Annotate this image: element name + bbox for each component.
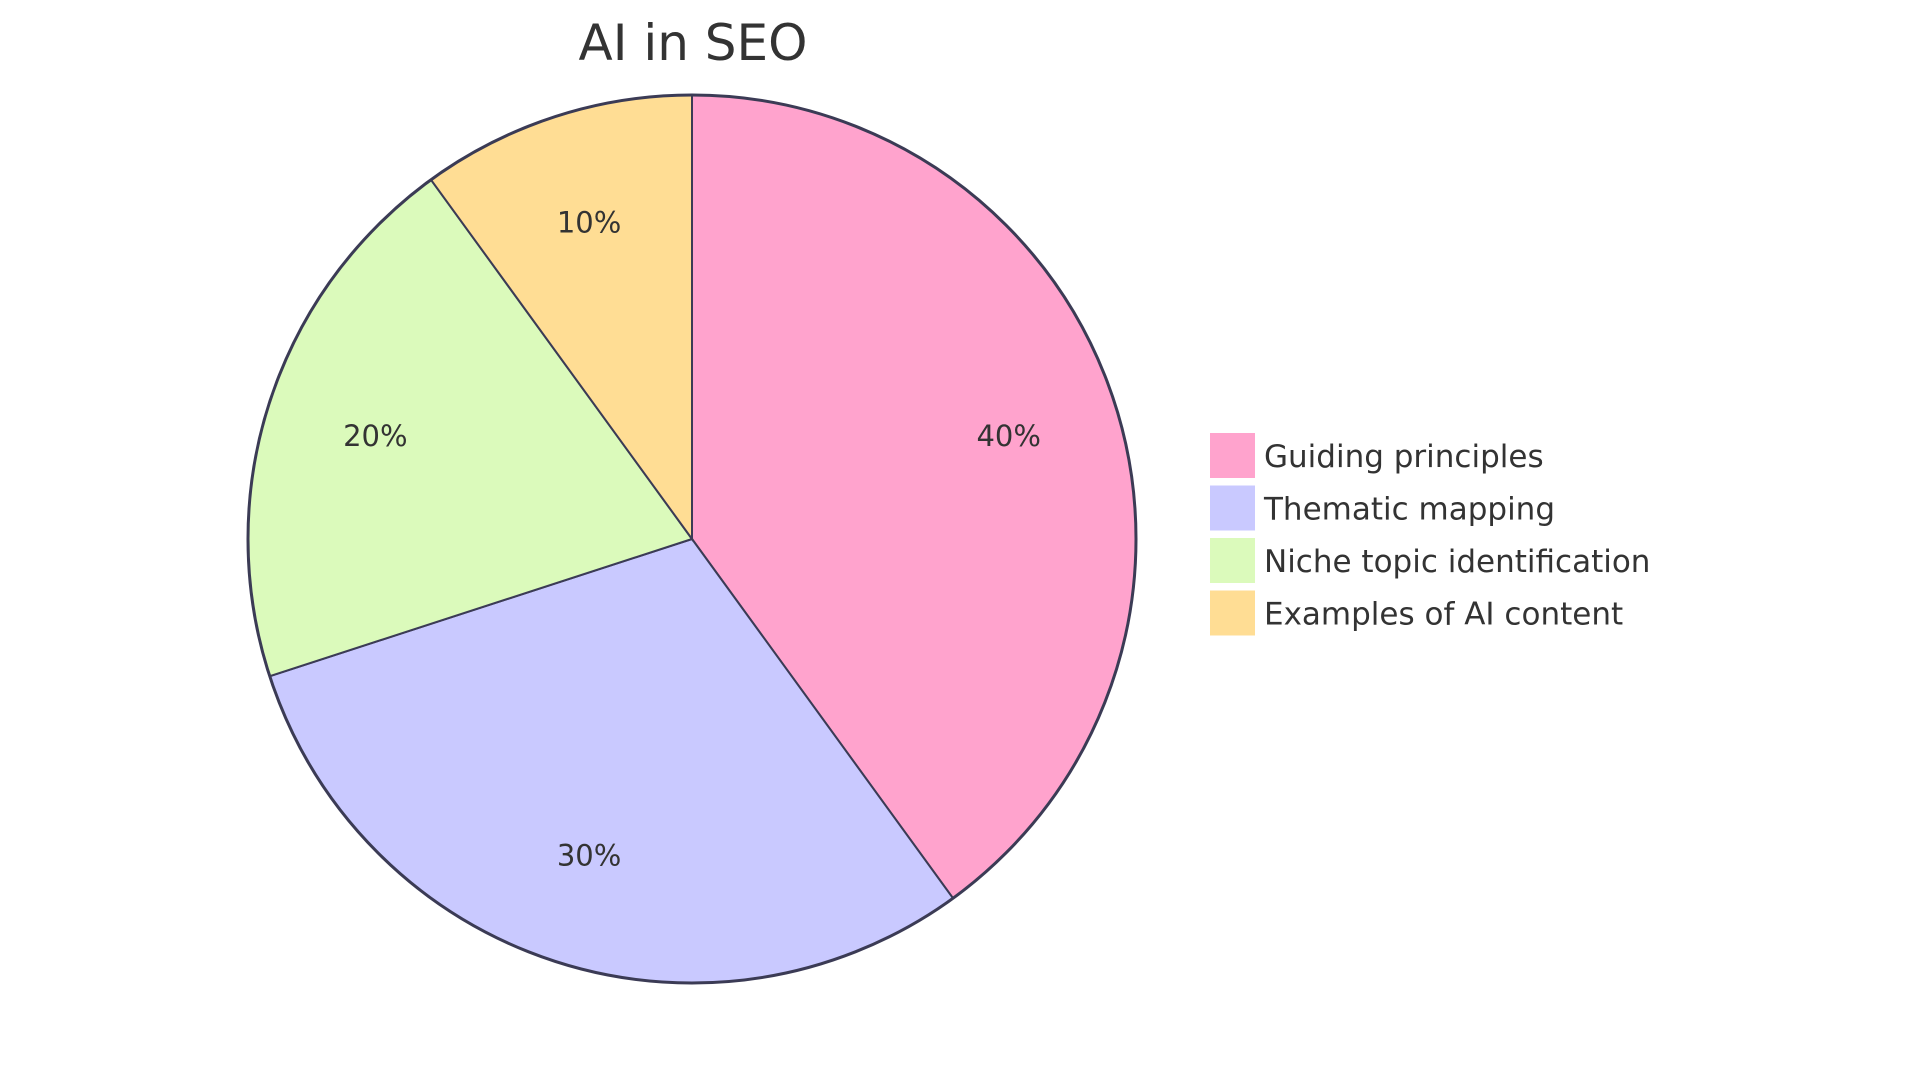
pie-slices bbox=[246, 93, 1138, 985]
legend-swatch bbox=[1210, 485, 1255, 531]
chart-title: AI in SEO bbox=[578, 14, 807, 72]
legend-label: Thematic mapping bbox=[1263, 492, 1555, 528]
legend-swatch bbox=[1210, 590, 1255, 636]
slice-label: 10% bbox=[557, 205, 621, 239]
slice-label: 20% bbox=[343, 419, 407, 453]
legend-label: Niche topic identification bbox=[1264, 544, 1650, 580]
legend-label: Examples of AI content bbox=[1264, 597, 1623, 633]
legend: Guiding principles Thematic mapping Niche … bbox=[1210, 433, 1650, 636]
slice-label: 30% bbox=[557, 839, 621, 873]
slice-label: 40% bbox=[976, 419, 1040, 453]
legend-label: Guiding principles bbox=[1264, 439, 1544, 475]
pie-outline bbox=[246, 93, 1138, 985]
pie-labels: 40% 30% 20% 10% bbox=[343, 205, 1041, 872]
legend-swatch bbox=[1210, 433, 1255, 478]
legend-swatch bbox=[1210, 538, 1255, 583]
